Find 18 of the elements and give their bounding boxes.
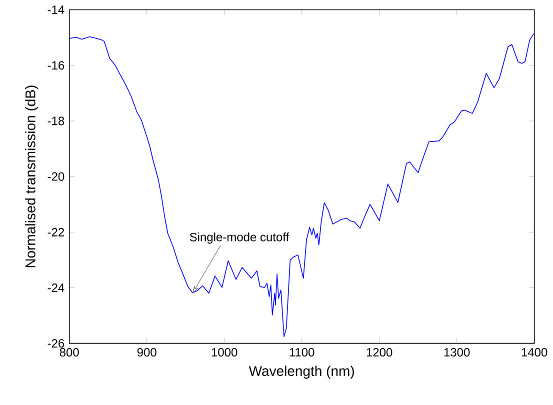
x-tick-label: 1400: [522, 348, 548, 357]
x-tick-label: 1000: [212, 348, 238, 357]
x-tick-label: 900: [137, 348, 156, 357]
y-tick-label: -18: [48, 116, 64, 126]
y-tick-label: -26: [48, 339, 64, 348]
y-tick-label: -14: [48, 6, 64, 14]
x-axis-title: Wavelength (nm): [248, 366, 354, 379]
x-tick-label: 1100: [290, 348, 314, 357]
x-tick-label: 800: [60, 348, 79, 357]
line-series: [69, 32, 534, 338]
y-tick-label: -24: [48, 284, 64, 292]
x-tick-label: 1300: [444, 348, 470, 357]
y-axis-title: Normalised transmission (dB): [25, 86, 38, 268]
y-tick-label: -20: [48, 172, 64, 181]
y-tick-label: -22: [48, 228, 64, 236]
y-tick-label: -16: [48, 61, 64, 70]
annotation: Single-mode cutoff: [190, 232, 290, 244]
x-tick-label: 1200: [366, 348, 392, 357]
